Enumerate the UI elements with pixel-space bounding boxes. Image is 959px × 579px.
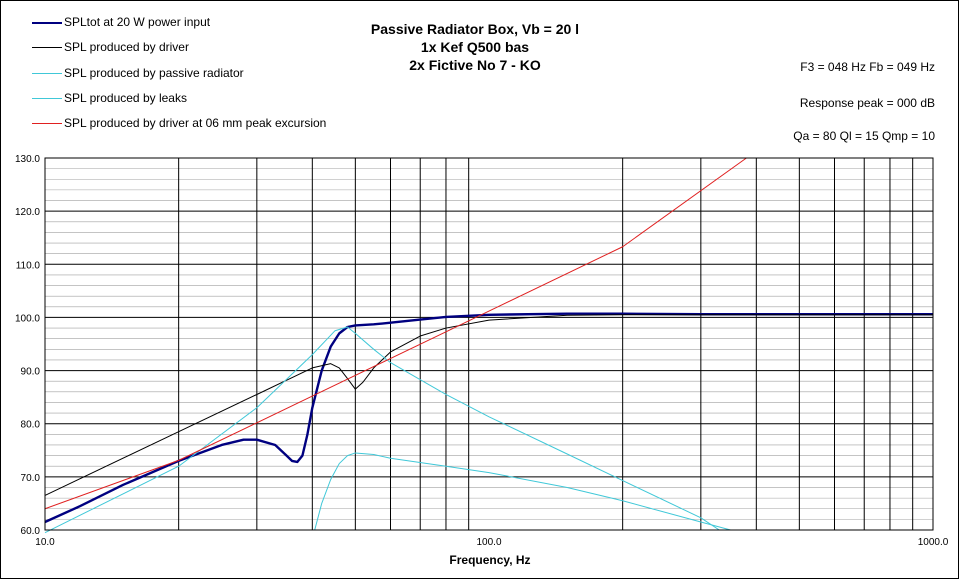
x-tick-label: 100.0	[476, 537, 501, 548]
legend-label-leaks: SPL produced by leaks	[64, 91, 187, 105]
x-tick-label: 10.0	[35, 537, 55, 548]
grid-major	[45, 158, 933, 530]
series-line-4	[44, 157, 747, 510]
legend-swatch-driver	[32, 47, 62, 48]
legend-swatch-passive-radiator	[32, 73, 62, 74]
legend-label-peak-excursion: SPL produced by driver at 06 mm peak exc…	[64, 116, 327, 130]
chart-title-line-2: 1x Kef Q500 bas	[420, 39, 530, 55]
x-tick-label: 1000.0	[918, 537, 949, 548]
legend-swatch-spltot	[32, 22, 62, 24]
info-response-peak: Response peak = 000 dB	[799, 96, 935, 110]
chart-title-line-1: Passive Radiator Box, Vb = 20 l	[370, 21, 580, 37]
x-axis-label: Frequency, Hz	[449, 553, 531, 567]
info-f3-fb: F3 = 048 Hz Fb = 049 Hz	[800, 60, 935, 74]
y-tick-label: 90.0	[21, 367, 41, 378]
y-tick-label: 130.0	[15, 154, 40, 165]
y-tick-label: 60.0	[21, 526, 41, 537]
plot-border	[44, 157, 934, 531]
x-axis-ticks: 10.0 100.0 1000.0	[35, 537, 948, 548]
series-layer	[44, 157, 933, 534]
grid-minor	[45, 168, 933, 520]
legend-swatch-peak-excursion	[32, 123, 62, 124]
series-line-2	[44, 326, 720, 534]
series-line-1	[44, 314, 933, 496]
chart-title-line-3: 2x Fictive No 7 - KO	[409, 57, 541, 73]
y-tick-label: 120.0	[15, 207, 40, 218]
series-line-3	[314, 452, 731, 531]
legend-label-driver: SPL produced by driver	[64, 40, 189, 54]
info-q-values: Qa = 80 Ql = 15 Qmp = 10	[793, 129, 935, 143]
y-tick-label: 80.0	[21, 420, 41, 431]
y-tick-label: 70.0	[21, 473, 41, 484]
y-axis-ticks: 60.0 70.0 80.0 90.0 100.0 110.0 120.0 130.0	[15, 154, 40, 537]
legend-swatch-leaks	[32, 98, 62, 99]
y-tick-label: 100.0	[15, 313, 40, 324]
legend-label-passive-radiator: SPL produced by passive radiator	[64, 66, 244, 80]
series-line-0	[44, 312, 933, 524]
y-tick-label: 110.0	[16, 260, 41, 271]
legend-label-spltot: SPLtot at 20 W power input	[64, 15, 211, 29]
